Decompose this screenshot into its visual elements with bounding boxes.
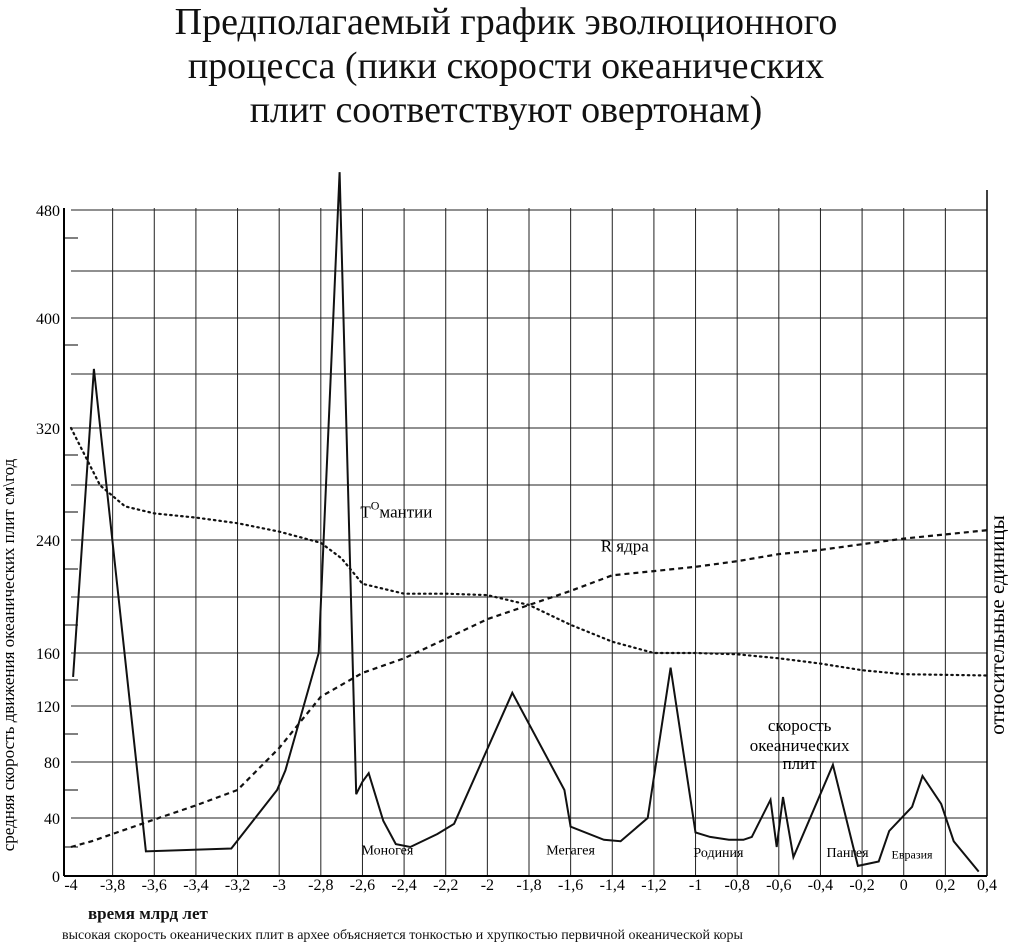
annotation-label: плит [783,754,818,773]
chart-title-line-1: Предполагаемый график эволюционного [174,1,838,43]
x-tick-label: 0,2 [935,877,955,894]
annotation-label: Евразия [892,848,933,862]
x-tick-label: -2,6 [350,877,375,894]
annotation-label: океанических [750,736,850,755]
x-tick-label: -3,8 [100,877,125,894]
x-tick-label: -2,4 [391,877,416,894]
x-tick-label: -3,6 [142,877,167,894]
x-tick-label: -1,2 [641,877,666,894]
x-tick-label: -0,2 [849,877,874,894]
annotation-label: Пангея [827,846,870,861]
x-tick-label: -2 [481,877,494,894]
x-tick-label: -1 [689,877,702,894]
annotation-label: Моногея [362,843,414,858]
x-tick-label: 0 [900,877,908,894]
x-tick-label: -4 [64,877,77,894]
annotation-label: скорость [768,716,832,735]
annotation-label: Родиния [693,846,744,861]
series-line-mantle-temperature [69,426,989,677]
y-tick-label: 0 [52,869,60,886]
y-tick-label: 400 [36,311,60,328]
series-line-plate-speed [72,172,980,873]
chart-title-line-2: процесса (пики скорости океанических [187,45,825,87]
annotation-label: R ядра [601,536,650,555]
x-axis-label: время млрд лет [88,904,208,923]
chart-title-line-3: плит соответствуют овертонам) [249,89,763,131]
y-tick-label: 40 [44,811,60,828]
annotation-label: ТОмантии [360,499,432,522]
x-tick-label: -3 [273,877,286,894]
series-line-core-radius [70,529,988,849]
x-tick-label: 0,4 [977,877,997,894]
x-tick-label: -0,4 [808,877,833,894]
y-tick-label: 120 [36,699,60,716]
y-tick-label: 480 [36,203,60,220]
annotation-label: Мегагея [546,843,595,858]
x-tick-label: -2,2 [433,877,458,894]
x-tick-label: -0,6 [766,877,791,894]
x-tick-label: -1,8 [516,877,541,894]
chart-caption: высокая скорость океанических плит в арх… [62,928,743,943]
x-tick-label: -1,6 [558,877,583,894]
x-tick-label: -0,8 [725,877,750,894]
y-tick-label: 320 [36,421,60,438]
x-tick-label: -3,2 [225,877,250,894]
y-tick-label: 160 [36,646,60,663]
x-tick-label: -3,4 [183,877,208,894]
y2-axis-label: относительные единицы [985,515,1009,735]
x-tick-label: -1,4 [600,877,625,894]
y-axis-label: средняя скорость движения океанических п… [0,458,18,851]
y-tick-label: 80 [44,755,60,772]
x-tick-label: -2,8 [308,877,333,894]
y-tick-label: 240 [36,533,60,550]
